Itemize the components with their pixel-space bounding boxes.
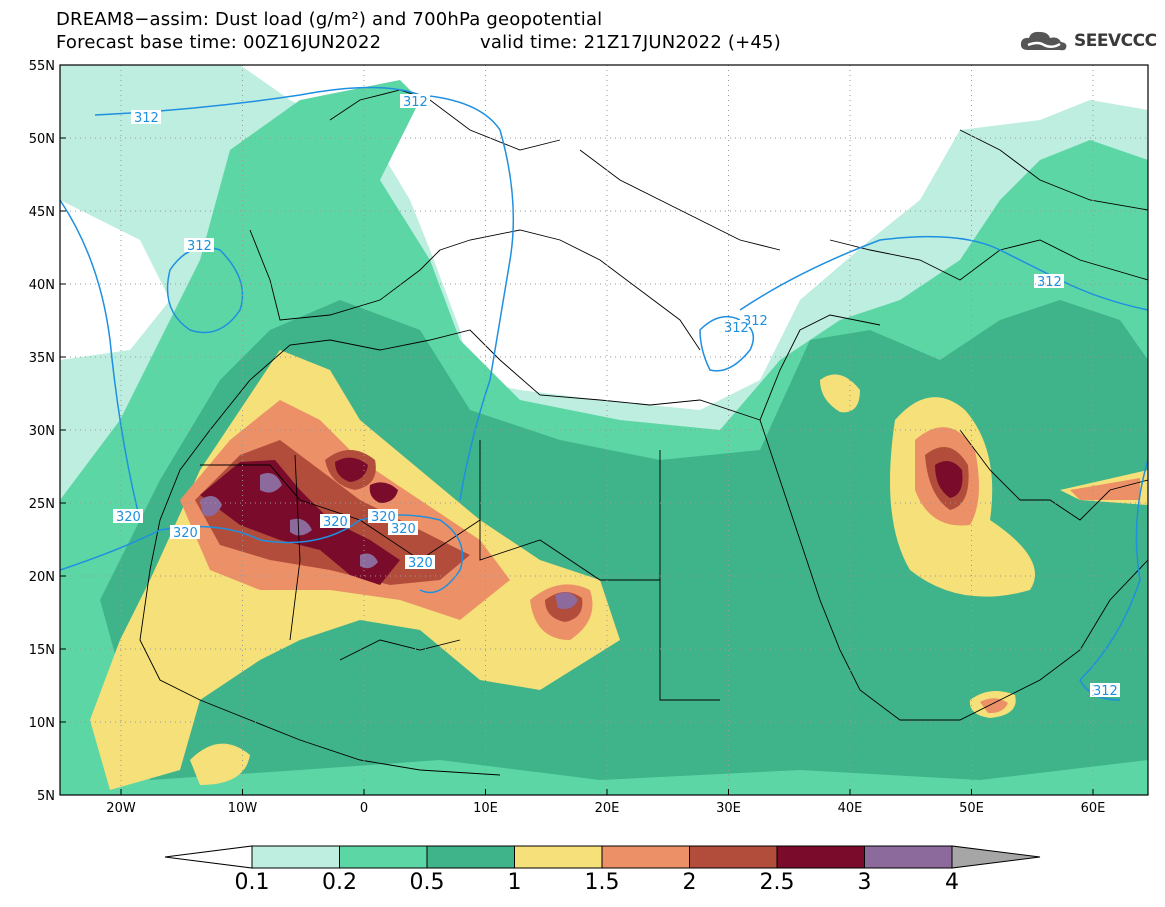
colorbar-label: 2.5: [759, 870, 795, 895]
coastlines: [139, 89, 1148, 776]
latitude-label: 5N: [37, 789, 55, 804]
colorbar-label: 2: [682, 870, 697, 895]
contour-label: 312: [1093, 684, 1118, 699]
colorbar: [164, 845, 1041, 869]
longitude-label: 40E: [838, 801, 863, 816]
latitude-label: 35N: [29, 351, 55, 366]
colorbar-label: 3: [857, 870, 872, 895]
latitude-label: 15N: [29, 643, 55, 658]
longitude-label: 10W: [228, 801, 258, 816]
latitude-label: 20N: [29, 570, 55, 585]
latitude-label: 50N: [29, 132, 55, 147]
colorbar-swatch: [864, 845, 953, 869]
geopotential-contours: [60, 86, 1148, 701]
logo-text: SEEVCCC: [1074, 31, 1157, 51]
latitude-label: 25N: [29, 497, 55, 512]
colorbar-swatch: [601, 845, 690, 869]
seevccc-logo: SEEVCCC: [1018, 28, 1157, 54]
longitude-label: 0: [360, 801, 368, 816]
colorbar-label: 1: [507, 870, 522, 895]
longitude-label: 20W: [106, 801, 136, 816]
contour-label: 312: [743, 314, 768, 329]
longitude-label: 50E: [959, 801, 984, 816]
contour-label: 320: [323, 515, 348, 530]
latitude-label: 55N: [29, 59, 55, 74]
colorbar-swatch: [514, 845, 603, 869]
colorbar-label: 0.1: [234, 870, 270, 895]
colorbar-swatch: [689, 845, 778, 869]
contour-label-group: 312 312 312 312 312 312 312 320 320 320 …: [113, 94, 1120, 699]
dust-field: [60, 65, 1148, 795]
colorbar-label: 0.5: [409, 870, 445, 895]
colorbar-swatch: [251, 845, 340, 869]
contour-label: 320: [408, 556, 433, 571]
contour-label: 320: [116, 510, 141, 525]
colorbar-label: 4: [945, 870, 959, 895]
contour-label: 312: [1037, 275, 1062, 290]
contour-label: 312: [134, 111, 159, 126]
contour-label: 312: [724, 321, 749, 336]
graticule: [60, 65, 1148, 795]
colorbar-min-arrow: [164, 845, 253, 869]
colorbar-swatch: [426, 845, 515, 869]
valid-time: valid time: 21Z17JUN2022 (+45): [480, 32, 781, 53]
latitude-label: 30N: [29, 424, 55, 439]
colorbar-label: 1.5: [584, 870, 620, 895]
map-title: DREAM8−assim: Dust load (g/m²) and 700hP…: [56, 9, 603, 30]
longitude-label: 60E: [1081, 801, 1106, 816]
longitude-label: 10E: [473, 801, 498, 816]
latitude-label: 10N: [29, 716, 55, 731]
longitude-label: 30E: [716, 801, 741, 816]
colorbar-label: 0.2: [322, 870, 357, 895]
colorbar-swatch: [339, 845, 428, 869]
contour-label: 320: [391, 522, 416, 537]
contour-label: 312: [403, 95, 428, 110]
colorbar-swatch: [776, 845, 865, 869]
longitude-label: 20E: [595, 801, 620, 816]
latitude-label: 40N: [29, 278, 55, 293]
cloud-icon: [1020, 31, 1067, 51]
colorbar-max-arrow: [951, 845, 1041, 869]
forecast-base-time: Forecast base time: 00Z16JUN2022: [56, 32, 382, 53]
latitude-label: 45N: [29, 205, 55, 220]
contour-label: 312: [187, 239, 212, 254]
contour-label: 320: [173, 526, 198, 541]
